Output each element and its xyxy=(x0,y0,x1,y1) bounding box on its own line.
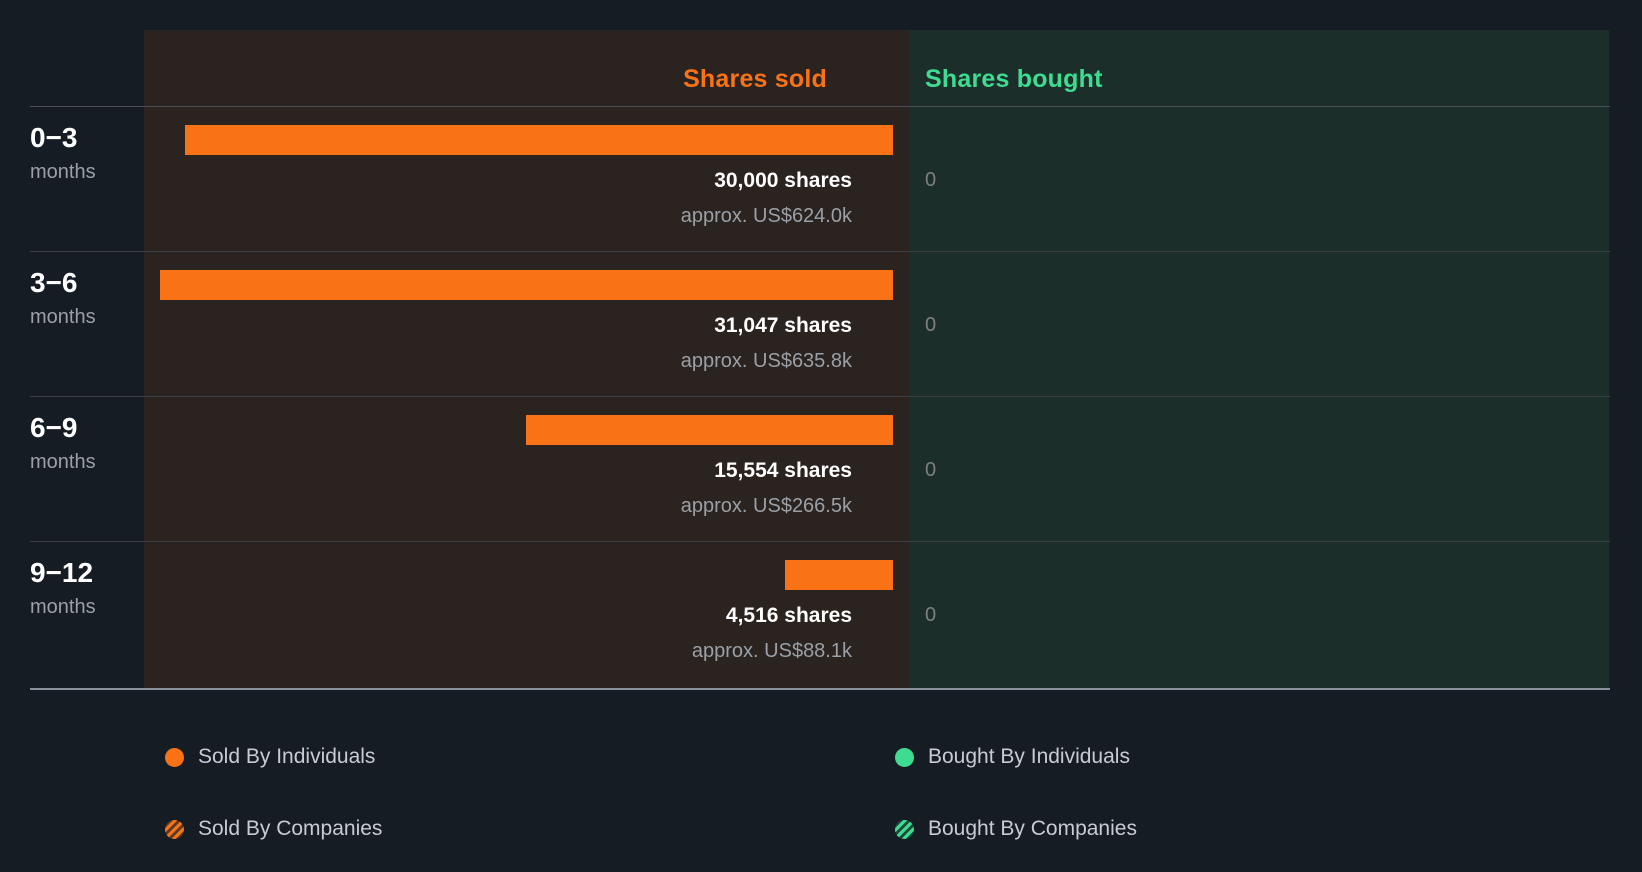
table-row: 9−12 months 4,516 shares approx. US$88.1… xyxy=(0,542,1642,687)
grid-line xyxy=(30,396,1610,397)
shares-bought-panel xyxy=(909,30,1609,688)
grid-line xyxy=(30,541,1610,542)
row-label: 3−6 months xyxy=(30,268,140,328)
row-label: 9−12 months xyxy=(30,558,140,618)
solid-circle-green-icon xyxy=(895,747,914,767)
row-label: 6−9 months xyxy=(30,413,140,473)
shares-sold-header: Shares sold xyxy=(683,65,827,93)
solid-circle-orange-icon xyxy=(165,747,184,767)
shares-bought-header: Shares bought xyxy=(925,65,1103,93)
row-label: 0−3 months xyxy=(30,123,140,183)
table-row: 0−3 months 30,000 shares approx. US$624.… xyxy=(0,107,1642,252)
grid-line xyxy=(30,106,1610,107)
bought-shares-value: 0 xyxy=(925,459,937,481)
legend-label: Bought By Individuals xyxy=(928,745,1130,768)
sold-bar xyxy=(185,125,893,155)
sold-approx-value: approx. US$88.1k xyxy=(691,640,852,662)
table-row: 3−6 months 31,047 shares approx. US$635.… xyxy=(0,252,1642,397)
chart-legend: Sold By Individuals Sold By Companies Bo… xyxy=(0,710,1642,870)
legend-item-bought-by-individuals[interactable]: Bought By Individuals xyxy=(895,745,1130,769)
sold-approx-value: approx. US$266.5k xyxy=(680,495,852,517)
row-unit: months xyxy=(30,306,96,329)
row-unit: months xyxy=(30,451,96,474)
legend-label: Sold By Individuals xyxy=(198,745,376,768)
bought-shares-value: 0 xyxy=(925,169,937,191)
row-unit: months xyxy=(30,596,96,619)
grid-line xyxy=(30,251,1610,252)
sold-bar xyxy=(526,415,893,445)
legend-label: Bought By Companies xyxy=(928,817,1137,840)
row-range: 3−6 xyxy=(30,267,78,298)
row-range: 9−12 xyxy=(30,557,94,588)
sold-approx-value: approx. US$624.0k xyxy=(680,205,852,227)
hatched-circle-orange-icon xyxy=(165,819,184,839)
row-range: 6−9 xyxy=(30,412,78,443)
table-row: 6−9 months 15,554 shares approx. US$266.… xyxy=(0,397,1642,542)
sold-bar xyxy=(785,560,893,590)
sold-approx-value: approx. US$635.8k xyxy=(680,350,852,372)
bought-shares-value: 0 xyxy=(925,604,937,626)
sold-shares-value: 31,047 shares xyxy=(714,314,852,337)
legend-label: Sold By Companies xyxy=(198,817,383,840)
legend-item-bought-by-companies[interactable]: Bought By Companies xyxy=(895,817,1137,841)
axis-line xyxy=(30,688,1610,690)
hatched-circle-green-icon xyxy=(895,819,914,839)
sold-bar xyxy=(160,270,893,300)
row-range: 0−3 xyxy=(30,122,78,153)
legend-item-sold-by-individuals[interactable]: Sold By Individuals xyxy=(165,745,375,769)
sold-shares-value: 15,554 shares xyxy=(714,459,852,482)
sold-shares-value: 4,516 shares xyxy=(725,604,852,627)
chart-header: Shares sold Shares bought xyxy=(0,30,1642,106)
bought-shares-value: 0 xyxy=(925,314,937,336)
sold-shares-value: 30,000 shares xyxy=(714,169,852,192)
legend-item-sold-by-companies[interactable]: Sold By Companies xyxy=(165,817,382,841)
row-unit: months xyxy=(30,161,96,184)
